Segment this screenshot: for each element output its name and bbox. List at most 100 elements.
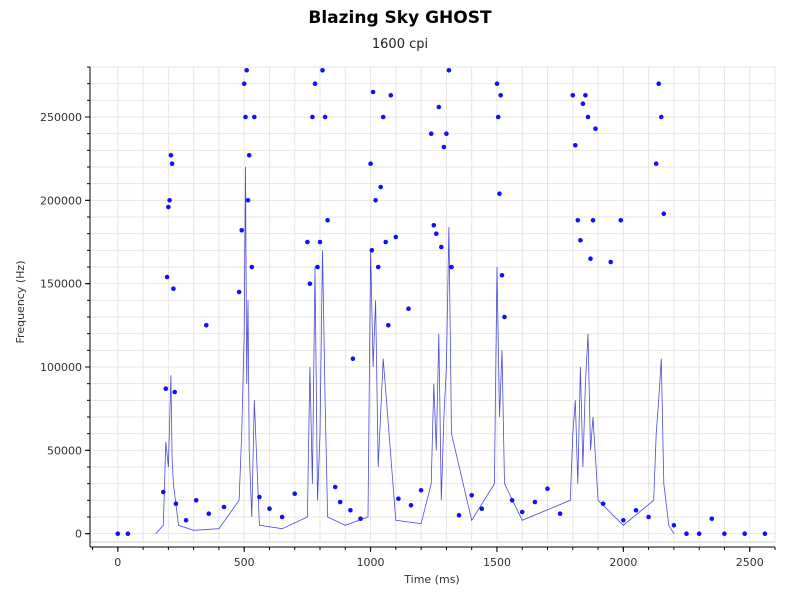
x-tick-label: 1000 <box>357 556 385 569</box>
data-point <box>431 223 437 228</box>
data-point <box>239 228 244 233</box>
data-point <box>386 323 391 328</box>
data-point <box>519 509 525 515</box>
data-point <box>618 218 624 223</box>
y-axis-title: Frequency (Hz) <box>14 261 27 344</box>
data-point <box>370 89 376 95</box>
data-point <box>434 231 439 236</box>
data-point <box>161 489 166 495</box>
data-point <box>249 264 255 270</box>
data-point <box>169 161 175 166</box>
data-point <box>166 204 171 210</box>
data-line-layer <box>155 166 675 534</box>
data-point <box>358 516 363 521</box>
data-point <box>348 508 353 513</box>
y-tick-label: 250000 <box>40 111 82 124</box>
data-point <box>502 314 507 320</box>
data-point <box>578 238 583 243</box>
data-point <box>337 499 343 505</box>
x-tick-label: 500 <box>234 556 255 569</box>
data-point <box>243 114 248 120</box>
data-point <box>245 198 251 203</box>
y-tick-label: 150000 <box>40 278 82 291</box>
data-point <box>449 264 454 270</box>
data-point <box>163 386 169 392</box>
data-point <box>495 114 501 120</box>
data-point <box>173 501 179 507</box>
data-point <box>246 153 252 158</box>
data-point <box>570 93 576 98</box>
data-point <box>115 531 121 536</box>
data-point <box>621 518 626 523</box>
data-point <box>244 68 249 73</box>
data-points-layer <box>115 68 768 536</box>
data-point <box>600 501 606 507</box>
data-point <box>580 101 586 106</box>
data-point <box>709 516 715 521</box>
data-line <box>155 166 675 534</box>
data-point <box>418 488 424 493</box>
x-tick-label: 1500 <box>483 556 511 569</box>
x-tick-label: 2000 <box>609 556 637 569</box>
data-point <box>722 531 727 536</box>
data-point <box>532 499 538 505</box>
data-point <box>469 493 475 498</box>
data-point <box>267 506 272 512</box>
data-point <box>125 531 131 536</box>
data-point <box>585 114 591 120</box>
data-point <box>436 104 442 110</box>
data-point <box>653 161 659 166</box>
data-point <box>193 498 199 503</box>
data-point <box>369 248 375 253</box>
data-point <box>742 531 747 536</box>
plot-area <box>89 66 776 543</box>
data-point <box>498 93 504 98</box>
data-point <box>312 81 318 86</box>
data-point <box>317 239 323 245</box>
y-tick-label: 200000 <box>40 194 82 207</box>
data-point <box>383 239 389 245</box>
data-point <box>557 511 563 516</box>
data-point <box>350 356 356 362</box>
data-point <box>646 514 651 520</box>
data-point <box>588 256 593 262</box>
data-point <box>608 259 613 265</box>
data-point <box>183 518 189 523</box>
data-point <box>241 81 247 86</box>
data-point <box>590 218 596 223</box>
data-point <box>545 486 550 492</box>
data-point <box>656 81 661 86</box>
data-point <box>325 218 330 223</box>
data-point <box>257 494 262 500</box>
data-point <box>441 144 447 150</box>
data-point <box>583 93 588 98</box>
data-point <box>168 153 174 158</box>
chart-subtitle: 1600 cpi <box>371 37 429 52</box>
data-point <box>661 211 667 216</box>
data-point <box>575 218 581 223</box>
data-point <box>762 531 768 536</box>
data-point <box>332 484 338 490</box>
data-point <box>444 131 449 136</box>
data-point <box>167 198 172 203</box>
x-tick-label: 2500 <box>736 556 764 569</box>
data-point <box>252 114 257 120</box>
data-point <box>375 264 381 270</box>
data-point <box>236 289 242 295</box>
data-point <box>396 496 401 502</box>
data-point <box>368 161 373 166</box>
data-point <box>373 198 378 203</box>
axes: 0 500 1000 1500 2000 2500 0 50000 100000 150000 20… <box>40 66 776 569</box>
data-point <box>279 514 285 520</box>
data-point <box>494 81 500 86</box>
x-axis-title: Time (ms) <box>403 573 459 586</box>
y-tick-label: 0 <box>75 528 82 541</box>
data-point <box>593 126 598 131</box>
data-point <box>310 114 315 120</box>
data-point <box>204 323 209 328</box>
data-point <box>320 68 325 73</box>
data-point <box>315 264 320 270</box>
grid <box>89 66 776 543</box>
data-point <box>171 286 176 292</box>
